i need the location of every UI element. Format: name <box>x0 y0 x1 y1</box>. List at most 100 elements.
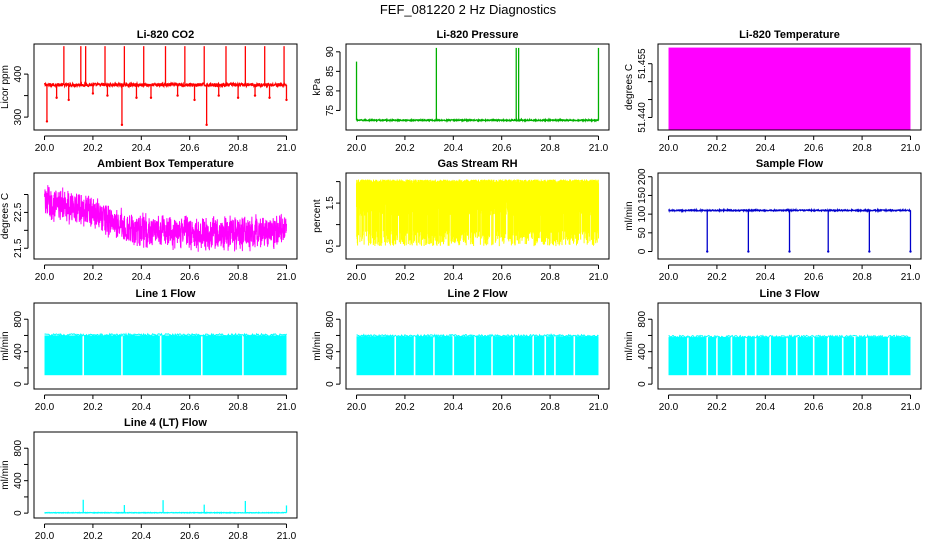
chart-panel-7: Line 1 Flow 20.0 20.2 20.4 20.6 20.8 21.0 0 400 8… <box>0 288 298 413</box>
chart-panel-8: Line 2 Flow 20.0 20.2 20.4 20.6 20.8 21.0 0 400 8… <box>312 288 610 413</box>
y-tick-label: 22.5 <box>13 202 24 222</box>
series-edge <box>44 332 287 338</box>
figure-title: FEF_081220 2 Hz Diagnostics <box>380 2 557 17</box>
spike-point <box>55 96 58 99</box>
chart-title: Li-820 Temperature <box>739 29 840 41</box>
x-tick-label: 20.6 <box>180 402 200 413</box>
x-tick-label: 21.0 <box>277 272 297 283</box>
series-line <box>44 511 287 515</box>
spike-point <box>868 250 871 253</box>
chart-panel-2: Li-820 Pressure 20.0 20.2 20.4 20.6 20.8 21.0 7… <box>312 29 610 154</box>
plot-frame <box>657 43 922 131</box>
x-tick-label: 20.0 <box>35 402 55 413</box>
series-fill <box>668 337 911 376</box>
x-tick-label: 20.2 <box>395 402 415 413</box>
plot-area <box>43 46 288 127</box>
x-tick-label: 20.0 <box>35 531 55 540</box>
spike-point <box>827 250 830 253</box>
plot-frame <box>345 302 610 390</box>
series-line <box>356 117 599 124</box>
y-tick-label: 800 <box>13 439 24 456</box>
gap-mark <box>200 334 203 377</box>
x-tick-label: 20.6 <box>492 143 512 154</box>
y-tick-label: 85 <box>325 65 336 77</box>
x-tick-label: 20.4 <box>756 272 776 283</box>
x-tick-label: 21.0 <box>277 143 297 154</box>
spike-point <box>193 98 196 102</box>
plot-frame <box>345 43 610 131</box>
y-tick-label: 0 <box>637 248 648 254</box>
spike-point <box>706 250 709 253</box>
chart-panel-9: Line 3 Flow 20.0 20.2 20.4 20.6 20.8 21.0 0 400 8… <box>624 288 922 413</box>
gap-mark <box>242 334 244 377</box>
y-axis-label: ml/min <box>624 331 635 360</box>
chart-panel-4: Ambient Box Temperature 20.0 20.2 20.4 20.6 2… <box>0 158 298 283</box>
plot-frame <box>33 172 298 260</box>
spike-point <box>176 94 179 97</box>
x-tick-label: 20.8 <box>540 143 560 154</box>
gap-mark <box>159 334 162 377</box>
x-tick-label: 20.2 <box>395 272 415 283</box>
gap-mark <box>795 336 798 377</box>
y-tick-label: 200 <box>637 168 648 185</box>
gap-mark <box>827 336 830 377</box>
x-tick-label: 20.6 <box>492 402 512 413</box>
series-fill <box>44 335 287 376</box>
y-tick-label: 100 <box>637 205 648 222</box>
x-tick-label: 20.0 <box>659 272 679 283</box>
chart-panel-10: Line 4 (LT) Flow 20.0 20.2 20.4 20.6 20.8 21.0… <box>0 417 298 540</box>
plot-frame <box>33 43 298 131</box>
x-tick-label: 20.2 <box>83 402 103 413</box>
x-tick-label: 20.0 <box>347 272 367 283</box>
plot-frame <box>657 172 922 260</box>
x-tick-label: 20.2 <box>707 402 727 413</box>
spike-point <box>236 96 240 99</box>
plot-frame <box>657 302 922 390</box>
x-tick-label: 20.2 <box>83 272 103 283</box>
chart-title: Li-820 CO2 <box>137 29 194 41</box>
x-tick-label: 20.2 <box>395 143 415 154</box>
spike-point <box>909 250 912 253</box>
series-line <box>356 179 599 247</box>
y-tick-label: 80 <box>325 85 336 97</box>
gap-mark <box>854 336 856 377</box>
gap-mark <box>841 336 844 377</box>
spike-point <box>106 94 109 97</box>
x-tick-label: 21.0 <box>901 272 921 283</box>
series-line <box>668 207 911 214</box>
plot-area <box>44 499 288 515</box>
x-tick-label: 21.0 <box>589 402 609 413</box>
x-tick-label: 20.0 <box>347 402 367 413</box>
plot-area <box>44 332 287 377</box>
x-tick-label: 20.6 <box>180 143 200 154</box>
y-tick-label: 400 <box>13 343 24 360</box>
y-tick-label: 800 <box>13 310 24 327</box>
plot-frame <box>345 172 610 260</box>
x-tick-label: 21.0 <box>277 402 297 413</box>
x-tick-label: 21.0 <box>277 531 297 540</box>
y-tick-label: 75 <box>325 104 336 116</box>
plot-area <box>668 207 912 253</box>
y-tick-label: 400 <box>13 472 24 489</box>
gap-mark <box>554 335 556 377</box>
chart-title: Ambient Box Temperature <box>97 158 234 170</box>
spike-point <box>253 94 257 97</box>
gap-mark <box>512 335 515 377</box>
gap-mark <box>491 335 493 377</box>
gap-mark <box>452 335 455 377</box>
spike-point <box>268 96 271 99</box>
gap-mark <box>474 335 476 377</box>
gap-mark <box>769 336 771 377</box>
x-tick-label: 20.6 <box>804 143 824 154</box>
x-tick-label: 20.2 <box>83 531 103 540</box>
gap-mark <box>413 335 416 377</box>
y-axis-label: degrees C <box>624 64 635 110</box>
x-tick-label: 20.4 <box>132 531 152 540</box>
gap-mark <box>887 336 890 377</box>
x-tick-label: 20.0 <box>35 143 55 154</box>
spike-point <box>135 96 138 99</box>
x-tick-label: 20.2 <box>83 143 103 154</box>
spike-point <box>149 96 153 99</box>
series-edge <box>356 333 599 339</box>
gap-mark <box>544 335 547 377</box>
